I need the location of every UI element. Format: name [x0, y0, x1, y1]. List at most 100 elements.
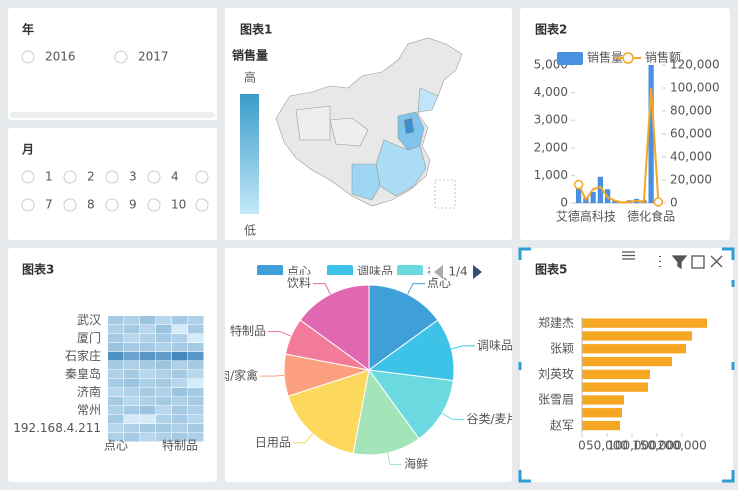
radio-label: 2	[87, 170, 95, 184]
heat-cell	[188, 379, 204, 388]
y-label: 常州	[77, 403, 101, 417]
heat-cell	[124, 415, 140, 424]
x-tick-label: 200,000	[657, 439, 707, 453]
heat-cell	[140, 397, 156, 406]
bar	[582, 356, 672, 367]
heat-cell	[188, 361, 204, 370]
maximize-icon[interactable]	[691, 255, 705, 269]
heat-cell	[188, 316, 204, 325]
heat-cell	[156, 379, 172, 388]
legend-swatch	[557, 52, 583, 65]
menu-icon[interactable]	[622, 251, 635, 260]
heat-cell	[172, 325, 188, 334]
legend-label: 调味品	[357, 265, 393, 279]
y-label: 张雪眉	[538, 393, 574, 407]
heat-cell	[188, 352, 204, 361]
heat-cell	[108, 379, 124, 388]
x-tick-label: 0	[578, 439, 586, 453]
map-legend-low: 低	[244, 224, 256, 238]
x-label: 特制品	[162, 438, 198, 453]
map-legend-title: 销售量	[232, 48, 268, 63]
heat-cell	[108, 343, 124, 352]
heat-cell	[140, 343, 156, 352]
map-legend-high: 高	[244, 70, 256, 85]
scrollbar[interactable]	[10, 112, 215, 118]
heat-cell	[140, 352, 156, 361]
radio[interactable]	[21, 170, 35, 184]
heat-cell	[188, 433, 204, 442]
x-tick-label: 100,000	[607, 439, 657, 453]
month-title: 月	[21, 143, 34, 157]
leader-line	[292, 433, 314, 444]
heat-cell	[108, 325, 124, 334]
radio[interactable]	[114, 50, 128, 64]
chart2-title: 图表2	[535, 22, 567, 37]
heat-cell	[108, 415, 124, 424]
y-label: 秦皇岛	[65, 366, 101, 381]
heat-cell	[156, 343, 172, 352]
heat-cell	[172, 352, 188, 361]
slice-label: 海鲜	[404, 456, 428, 471]
heat-cell	[124, 325, 140, 334]
radio[interactable]	[21, 50, 35, 64]
legend-next[interactable]	[473, 265, 482, 279]
legend-prev[interactable]	[434, 265, 443, 279]
heat-cell	[124, 433, 140, 442]
heat-cell	[172, 388, 188, 397]
close-icon[interactable]	[710, 255, 723, 268]
heat-cell	[140, 325, 156, 334]
chart1-title: 图表1	[240, 22, 272, 37]
heat-cell	[124, 352, 140, 361]
radio[interactable]	[147, 170, 161, 184]
china-map	[275, 37, 463, 209]
legend-label: 点心	[287, 265, 311, 279]
heat-cell	[156, 352, 172, 361]
radio[interactable]	[63, 198, 77, 212]
heat-cell	[108, 406, 124, 415]
x-tick-label: 150,000	[632, 439, 682, 453]
legend-label: 销售额	[645, 50, 681, 65]
radio[interactable]	[21, 198, 35, 212]
heat-cell	[124, 406, 140, 415]
chart5-title: 图表5	[535, 262, 567, 277]
heat-cell	[172, 415, 188, 424]
pie-slice	[287, 369, 370, 455]
heat-cell	[124, 379, 140, 388]
y-label: 石家庄	[65, 348, 101, 363]
radio[interactable]	[195, 198, 209, 212]
heat-cell	[108, 316, 124, 325]
radio[interactable]	[63, 170, 77, 184]
heat-cell	[172, 433, 188, 442]
heat-cell	[172, 406, 188, 415]
y-label: 192.168.4.211	[13, 421, 101, 435]
pie-legend: 点心 调味品 谷类/麦片	[257, 265, 430, 279]
year-panel	[8, 8, 217, 120]
y-tick-label: 3,000	[534, 113, 568, 127]
heat-cell	[124, 370, 140, 379]
heat-cell	[108, 433, 124, 442]
y-label: 赵军	[550, 418, 574, 432]
bar	[582, 408, 622, 418]
filter-icon[interactable]	[671, 255, 688, 270]
heat-cell	[108, 388, 124, 397]
point	[573, 179, 584, 190]
heat-cell	[156, 406, 172, 415]
y-label: 郑建杰	[538, 315, 574, 330]
y2-tick-label: 100,000	[670, 81, 720, 95]
chart5-toolbar	[622, 251, 723, 270]
radio[interactable]	[147, 198, 161, 212]
heat-cell	[140, 406, 156, 415]
radio[interactable]	[105, 198, 119, 212]
radio[interactable]	[195, 170, 209, 184]
heat-cell	[156, 433, 172, 442]
y-label: 济南	[77, 384, 101, 399]
radio[interactable]	[105, 170, 119, 184]
heat-cell	[172, 343, 188, 352]
heat-cell	[140, 316, 156, 325]
heat-cell	[140, 424, 156, 433]
x-label: 点心	[104, 439, 128, 453]
selection-corners	[518, 247, 735, 483]
heat-cell	[124, 334, 140, 343]
